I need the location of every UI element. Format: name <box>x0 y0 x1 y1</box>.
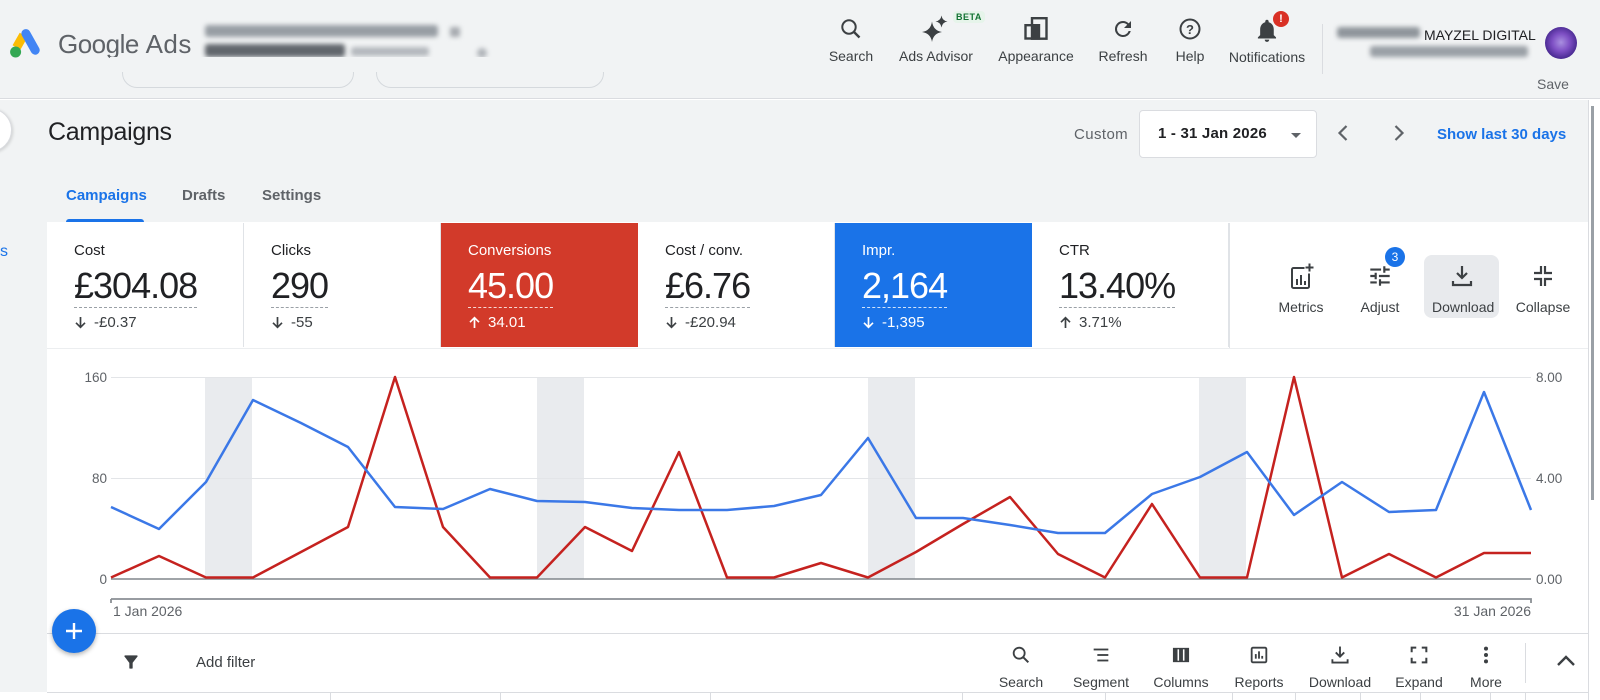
svg-text:4.00: 4.00 <box>1536 471 1562 486</box>
svg-text:8.00: 8.00 <box>1536 370 1562 385</box>
svg-text:31 Jan 2026: 31 Jan 2026 <box>1454 603 1531 619</box>
svg-text:80: 80 <box>92 471 107 486</box>
svg-text:?: ? <box>1186 22 1194 37</box>
svg-text:1 Jan 2026: 1 Jan 2026 <box>113 603 182 619</box>
svg-text:0: 0 <box>99 572 107 587</box>
svg-text:0.00: 0.00 <box>1536 572 1562 587</box>
svg-text:160: 160 <box>84 370 107 385</box>
